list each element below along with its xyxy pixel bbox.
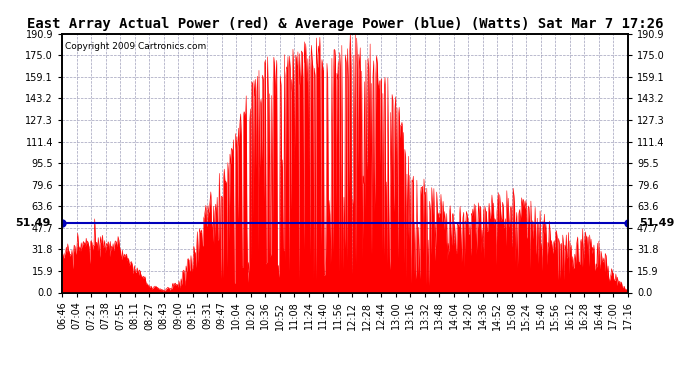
Text: 51.49: 51.49: [15, 218, 50, 228]
Text: Copyright 2009 Cartronics.com: Copyright 2009 Cartronics.com: [65, 42, 206, 51]
Text: 51.49: 51.49: [640, 218, 675, 228]
Title: East Array Actual Power (red) & Average Power (blue) (Watts) Sat Mar 7 17:26: East Array Actual Power (red) & Average …: [27, 17, 663, 31]
